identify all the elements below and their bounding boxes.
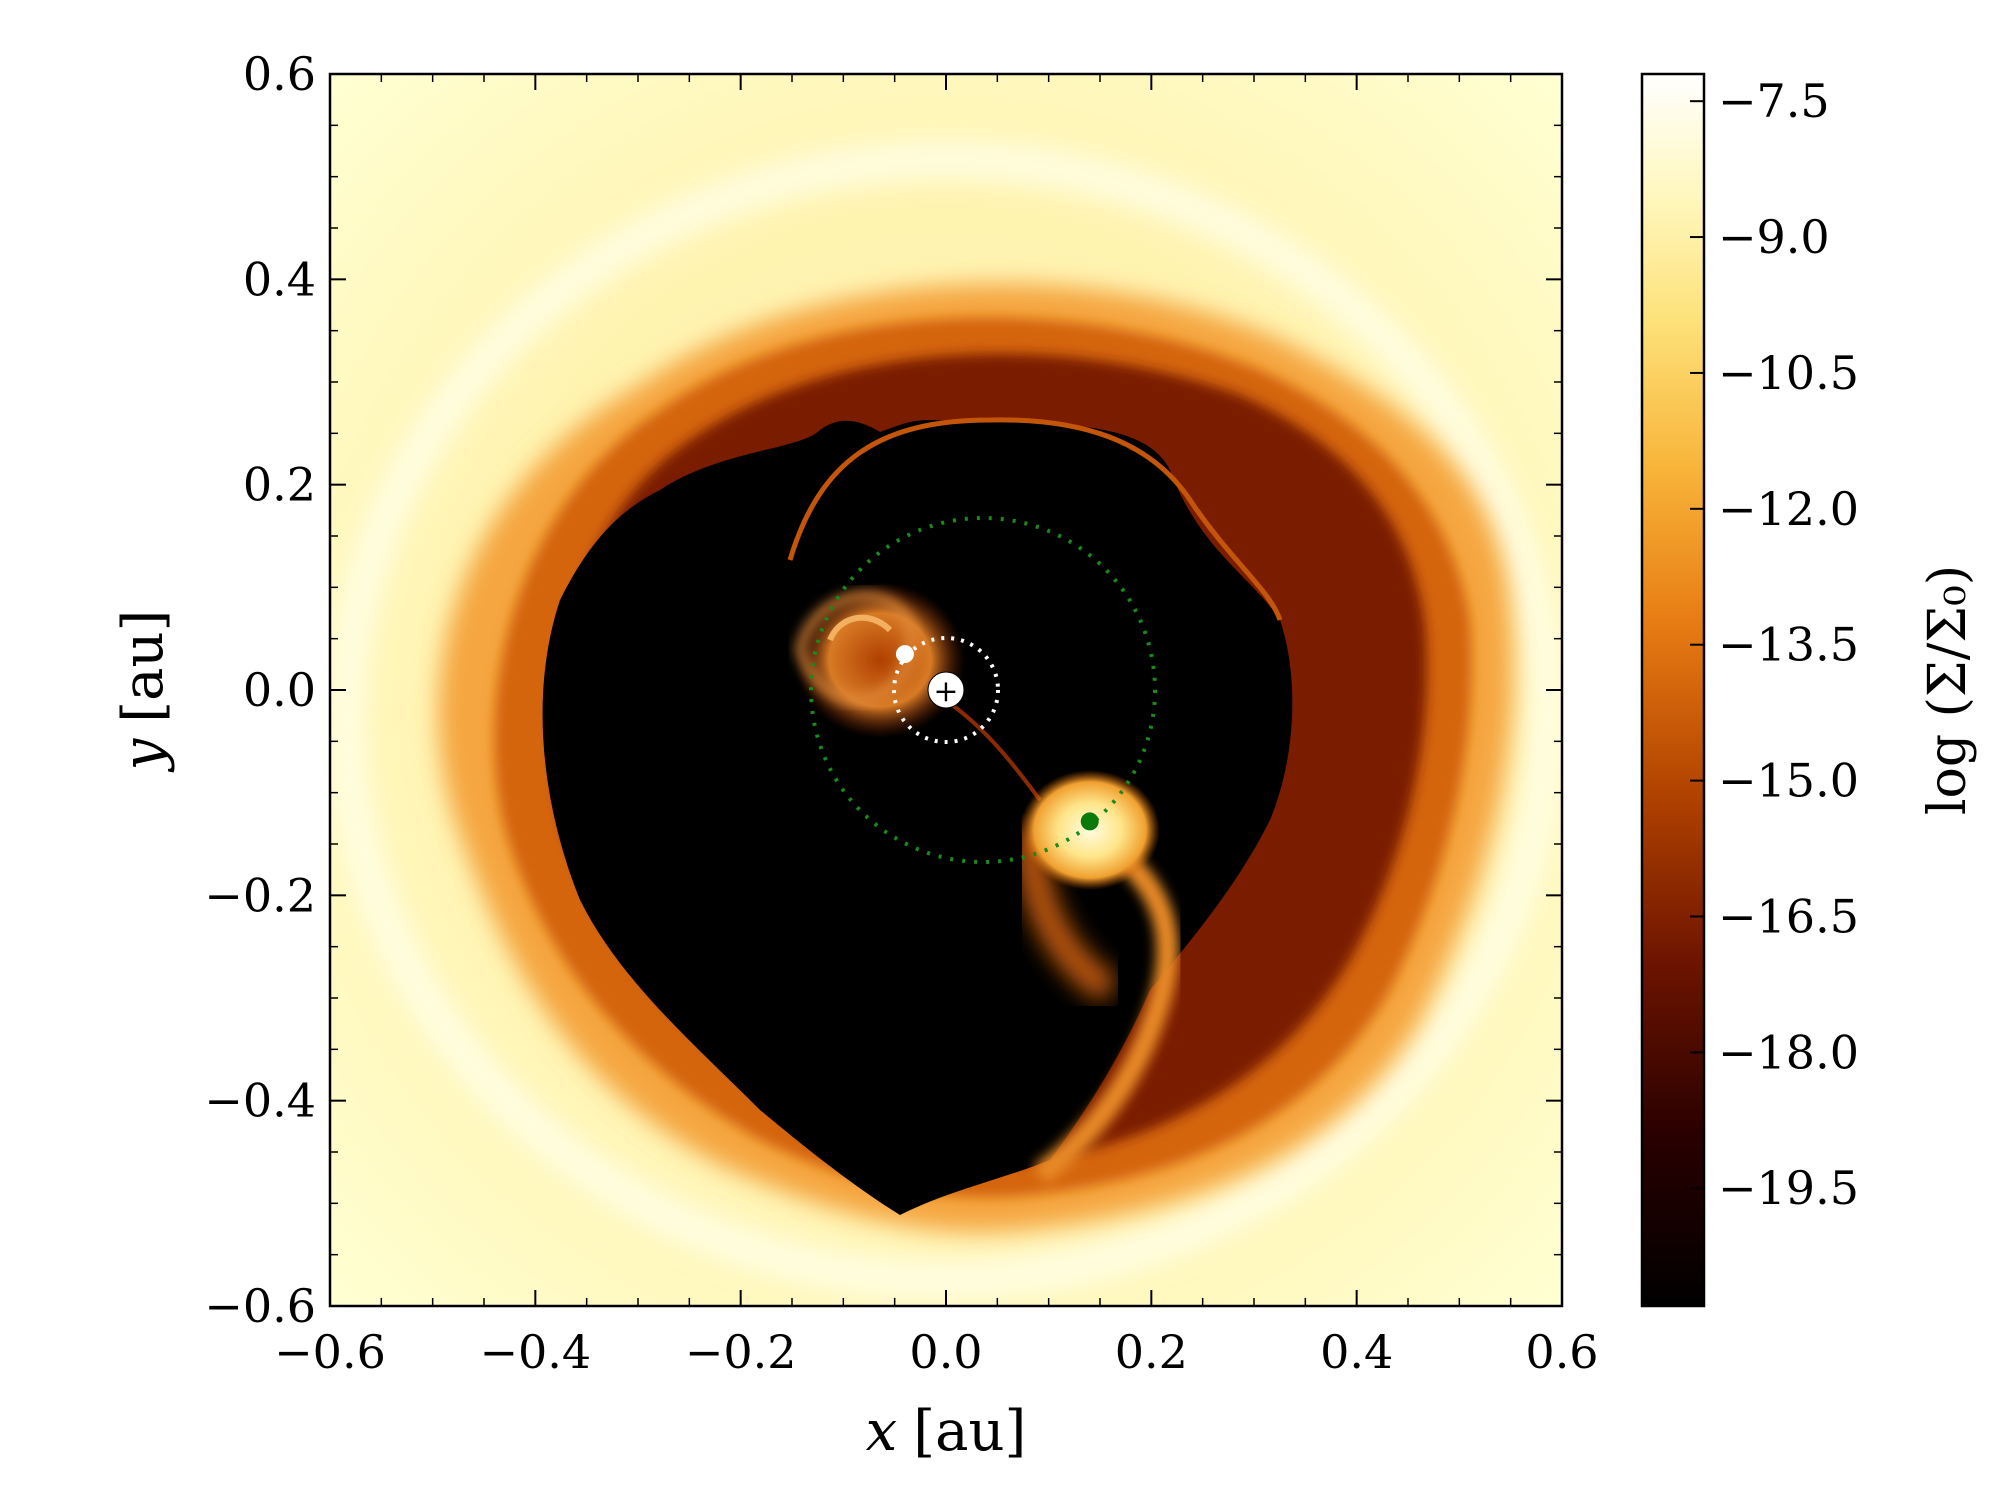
colorbar-tick-label: −18.0 bbox=[1718, 1025, 1859, 1079]
y-tick-labels: −0.6 −0.4 −0.2 0.0 0.2 0.4 0.6 bbox=[204, 47, 316, 1333]
colorbar-tick-label: −13.5 bbox=[1718, 618, 1859, 672]
colorbar-tick-label: −10.5 bbox=[1718, 346, 1859, 400]
axis-ticks bbox=[329, 73, 1563, 1307]
x-tick-label: 0.4 bbox=[1320, 1325, 1393, 1379]
x-axis-var: x bbox=[866, 1399, 898, 1464]
y-axis-var: y bbox=[111, 737, 176, 773]
outer-orbit bbox=[809, 516, 1157, 864]
colorbar-tick-label: −16.5 bbox=[1718, 889, 1859, 943]
colorbar-tick-label: −7.5 bbox=[1718, 74, 1830, 128]
y-tick-label: −0.6 bbox=[204, 1279, 316, 1333]
x-tick-label: −0.4 bbox=[479, 1325, 591, 1379]
colorbar-ticks bbox=[1690, 100, 1704, 1190]
inner-orbit bbox=[892, 636, 1000, 744]
density-heatmap bbox=[330, 74, 1562, 1306]
x-tick-label: 0.6 bbox=[1525, 1325, 1598, 1379]
x-axis-label: x [au] bbox=[866, 1399, 1027, 1464]
colorbar-label: log (Σ/Σ₀) bbox=[1918, 565, 1978, 815]
x-tick-label: −0.2 bbox=[685, 1325, 797, 1379]
x-tick-label: 0.0 bbox=[909, 1325, 982, 1379]
colorbar-tick-label: −19.5 bbox=[1718, 1161, 1859, 1215]
x-axis-unit: [au] bbox=[913, 1399, 1026, 1464]
colorbar-tick-labels: −7.5 −9.0 −10.5 −12.0 −13.5 −15.0 −16.5 −18.0 −1… bbox=[1718, 74, 1859, 1215]
center-of-mass-marker: + bbox=[933, 674, 958, 709]
planet-marker bbox=[1080, 812, 1099, 831]
colorbar-tick-label: −9.0 bbox=[1718, 210, 1830, 264]
secondary-star-marker bbox=[895, 645, 914, 664]
y-tick-label: 0.0 bbox=[243, 663, 316, 717]
y-tick-label: −0.4 bbox=[204, 1074, 316, 1128]
y-tick-label: 0.2 bbox=[243, 458, 316, 512]
colorbar-tick-label: −12.0 bbox=[1718, 482, 1859, 536]
colorbar-tick-label: −15.0 bbox=[1718, 754, 1859, 808]
y-axis-unit: [au] bbox=[111, 610, 176, 723]
y-tick-label: −0.2 bbox=[204, 868, 316, 922]
y-axis-label: y [au] bbox=[111, 610, 176, 774]
y-tick-label: 0.6 bbox=[243, 47, 316, 101]
y-tick-label: 0.4 bbox=[243, 252, 316, 306]
colorbar bbox=[1640, 72, 1706, 1308]
x-tick-labels: −0.6 −0.4 −0.2 0.0 0.2 0.4 0.6 bbox=[274, 1325, 1598, 1379]
x-tick-label: 0.2 bbox=[1115, 1325, 1188, 1379]
primary-star-marker bbox=[927, 671, 965, 709]
x-tick-label: −0.6 bbox=[274, 1325, 386, 1379]
